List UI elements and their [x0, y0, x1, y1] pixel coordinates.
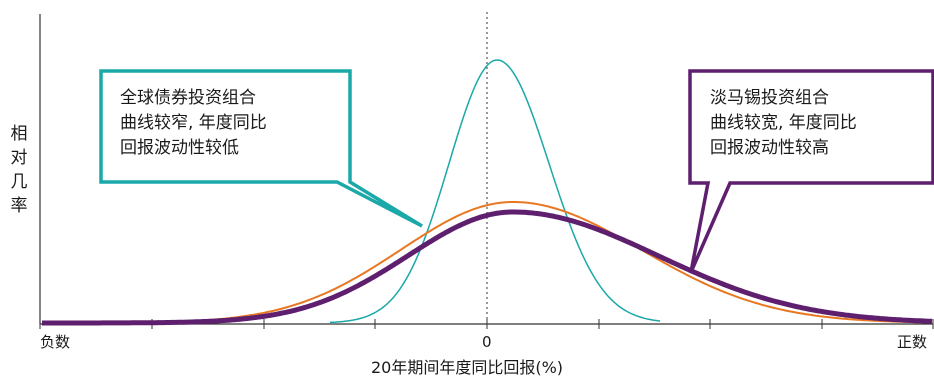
x-tick-positive: 正数: [897, 333, 928, 351]
y-axis-label: 相对几率: [8, 122, 30, 218]
callout-purple-line-3: 回报波动性较高: [710, 138, 829, 158]
callout-purple-line-2: 曲线较宽, 年度同比: [710, 113, 857, 133]
callout-teal-line-3: 回报波动性较低: [120, 138, 239, 158]
y-axis-label-char: 几: [10, 172, 28, 192]
callout-teal-line-1: 全球债券投资组合: [120, 88, 256, 108]
callout-teal-box: [99, 69, 423, 228]
y-axis-label-char: 相: [10, 124, 28, 144]
x-tick-zero: 0: [482, 333, 492, 351]
x-tick-negative: 负数: [40, 333, 71, 351]
y-axis-label-char: 率: [10, 196, 28, 216]
callout-purple-line-1: 淡马锡投资组合: [710, 88, 829, 108]
y-axis-label-char: 对: [10, 148, 28, 168]
y-axis-label-text: 相对几率: [8, 122, 30, 218]
callout-purple-text: 淡马锡投资组合 曲线较宽, 年度同比 回报波动性较高: [710, 86, 857, 161]
series-global-bonds-line: [329, 59, 661, 324]
x-axis-label: 20年期间年度同比回报(%): [370, 358, 564, 377]
callout-purple-box: [688, 69, 934, 273]
series-temasek-line: [42, 209, 933, 326]
callout-teal-text: 全球债券投资组合 曲线较窄, 年度同比 回报波动性较低: [120, 86, 267, 161]
callout-teal-line-2: 曲线较窄, 年度同比: [120, 113, 267, 133]
